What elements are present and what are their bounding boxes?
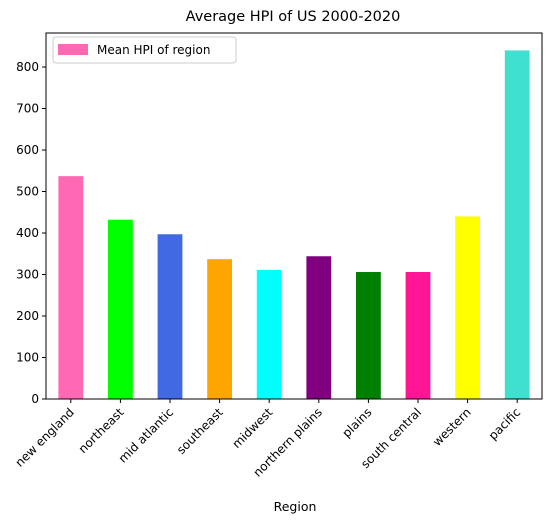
y-tick-label: 300	[16, 268, 39, 282]
x-tick-label: southeast	[174, 405, 226, 457]
y-tick-label: 800	[16, 60, 39, 74]
chart-title: Average HPI of US 2000-2020	[186, 9, 401, 25]
x-tick-label: western	[430, 405, 474, 449]
x-axis-label: Region	[274, 499, 317, 514]
x-tick-label: pacific	[486, 405, 524, 443]
y-tick-label: 0	[31, 392, 39, 406]
bar-pacific	[504, 50, 530, 400]
y-tick-label: 200	[16, 309, 39, 323]
y-tick-label: 600	[16, 143, 39, 157]
bar-mid-atlantic	[157, 234, 183, 399]
y-tick-label: 700	[16, 102, 39, 116]
bar-northern-plains	[306, 256, 332, 399]
x-tick-label: new england	[12, 405, 76, 469]
x-tick-label: plains	[340, 405, 375, 440]
legend-swatch	[58, 44, 88, 55]
bar-western	[455, 216, 480, 399]
y-tick-label: 500	[16, 185, 39, 199]
bars-group	[58, 50, 530, 400]
bar-northeast	[108, 219, 133, 399]
x-tick-label: midwest	[230, 405, 276, 451]
y-tick-label: 400	[16, 226, 39, 240]
legend-label: Mean HPI of region	[97, 43, 210, 57]
bar-south-central	[405, 272, 431, 399]
legend: Mean HPI of region	[52, 36, 237, 64]
y-tick-label: 100	[16, 351, 39, 365]
legend-box	[52, 36, 237, 64]
bar-plains	[356, 272, 381, 399]
y-axis: 0 100 200 300 400 500 600 700 800	[16, 60, 46, 406]
plot-frame	[45, 32, 543, 400]
bar-southeast	[207, 259, 232, 399]
x-tick-label: northeast	[76, 405, 127, 456]
bar-midwest	[256, 269, 282, 399]
bar-new-england	[58, 176, 84, 399]
